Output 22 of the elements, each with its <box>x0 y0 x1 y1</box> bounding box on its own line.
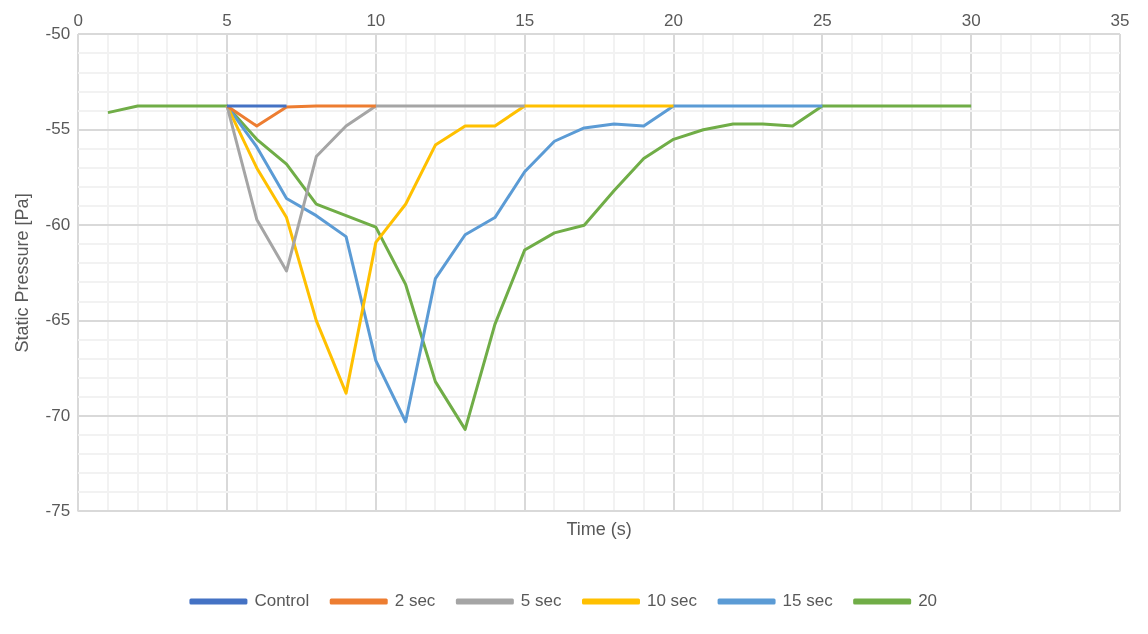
y-tick-label: -70 <box>45 405 71 425</box>
x-tick-label: 25 <box>812 10 832 30</box>
y-axis-title: Static Pressure [Pa] <box>11 193 32 353</box>
x-axis-title: Time (s) <box>566 519 632 540</box>
y-tick-label: -55 <box>45 119 71 139</box>
x-tick-label: 30 <box>961 10 981 30</box>
legend-label: 20 <box>918 591 938 611</box>
x-tick-label: 35 <box>1110 10 1130 30</box>
y-tick-label: -75 <box>45 501 71 521</box>
x-tick-label: 10 <box>366 10 386 30</box>
x-tick-label: 0 <box>73 10 83 30</box>
y-tick-label: -60 <box>45 214 71 234</box>
x-tick-label: 5 <box>222 10 232 30</box>
legend-label: 5 sec <box>520 591 562 611</box>
y-tick-label: -65 <box>45 310 71 330</box>
y-tick-label: -50 <box>45 24 71 44</box>
x-tick-label: 20 <box>664 10 683 30</box>
x-tick-label: 15 <box>515 10 535 30</box>
legend-label: Control <box>254 591 310 611</box>
legend-label: 10 sec <box>646 591 698 611</box>
legend-label: 2 sec <box>394 591 436 611</box>
legend-label: 15 sec <box>782 591 834 611</box>
